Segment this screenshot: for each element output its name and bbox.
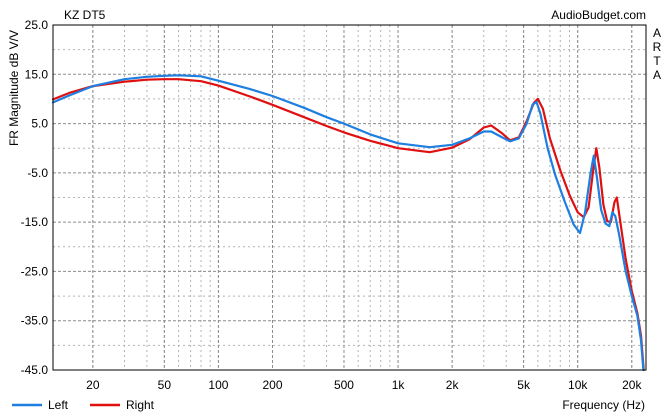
- x-tick-label: 2k: [446, 378, 460, 392]
- y-tick-label: 15.0: [25, 67, 49, 81]
- x-tick-label: 20k: [622, 378, 642, 392]
- x-tick-label: 500: [334, 378, 354, 392]
- legend-right-label: Right: [126, 398, 155, 412]
- y-tick-label: 25.0: [25, 18, 49, 32]
- y-tick-label: -15.0: [21, 215, 49, 229]
- y-tick-label: -5.0: [27, 166, 48, 180]
- legend-left-label: Left: [48, 398, 69, 412]
- side-label-letter: A: [653, 68, 661, 82]
- y-tick-label: -25.0: [21, 264, 49, 278]
- major-grid: [53, 25, 646, 370]
- side-label-letter: R: [653, 40, 662, 54]
- x-tick-label: 20: [86, 378, 100, 392]
- y-tick-label: 5.0: [31, 117, 48, 131]
- y-axis-label: FR Magnitude dB V/V: [7, 30, 21, 146]
- legend: Left Right: [12, 398, 155, 412]
- x-tick-label: 100: [208, 378, 228, 392]
- y-tick-label: -35.0: [21, 314, 49, 328]
- x-axis-label: Frequency (Hz): [562, 398, 645, 412]
- y-tick-labels: 25.0 15.0 5.0 -5.0 -15.0 -25.0 -35.0 -45.0: [21, 18, 49, 377]
- side-label-letter: A: [653, 26, 661, 40]
- x-tick-label: 200: [262, 378, 282, 392]
- chart-title: KZ DT5: [64, 8, 106, 22]
- x-tick-label: 50: [158, 378, 172, 392]
- minor-grid: [53, 25, 646, 370]
- series-line-left: [51, 74, 645, 372]
- x-tick-labels: 20 50 100 200 500 1k 2k 5k 10k 20k: [86, 378, 642, 392]
- watermark-text: AudioBudget.com: [551, 8, 646, 22]
- series-lines: [51, 74, 645, 372]
- x-tick-label: 1k: [392, 378, 406, 392]
- x-tick-label: 10k: [568, 378, 588, 392]
- side-label-letter: T: [653, 54, 661, 68]
- plot-frame: [52, 24, 647, 371]
- x-tick-label: 5k: [517, 378, 531, 392]
- y-tick-label: -45.0: [21, 363, 49, 377]
